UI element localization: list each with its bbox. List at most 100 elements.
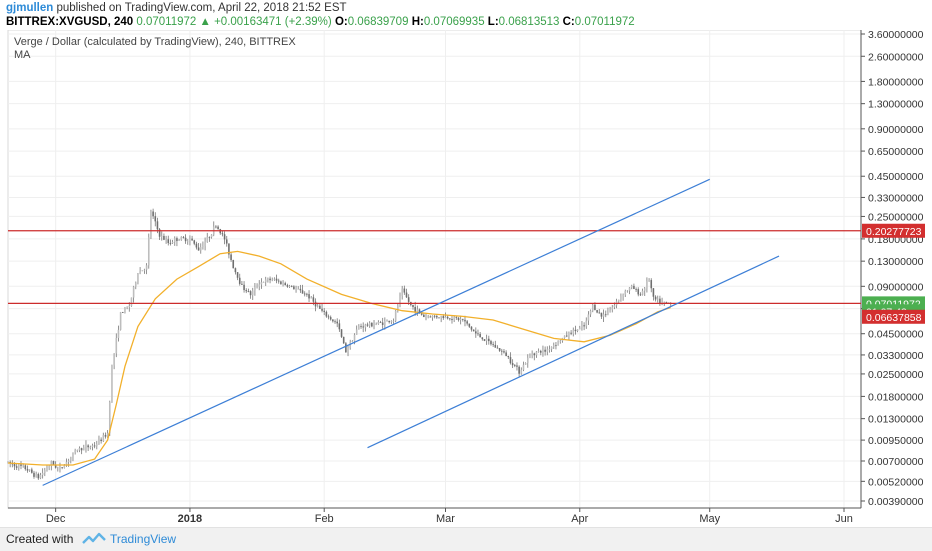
candle-body xyxy=(637,289,640,295)
candle-body xyxy=(550,346,553,350)
candle-body xyxy=(18,464,20,468)
candle-body xyxy=(498,348,501,351)
candle-body xyxy=(535,351,538,356)
candle-body xyxy=(59,467,61,469)
candle-body xyxy=(442,316,445,319)
candle-body xyxy=(425,316,427,318)
candle-body xyxy=(392,320,395,322)
candle-body xyxy=(351,341,354,342)
candle-body xyxy=(555,345,557,347)
candle-body xyxy=(589,310,592,315)
candle-body xyxy=(570,332,572,334)
y-tick-label: 0.01300000 xyxy=(868,414,924,426)
candle-body xyxy=(379,322,382,323)
candle-body xyxy=(262,282,265,283)
candle-body xyxy=(453,317,455,320)
candle-body xyxy=(184,237,187,242)
chart-header: gjmullen published on TradingView.com, A… xyxy=(0,0,932,30)
candle-body xyxy=(650,280,653,289)
candle-body xyxy=(617,299,620,302)
candle-body xyxy=(648,280,650,281)
candle-body xyxy=(427,316,429,318)
candle-body xyxy=(26,469,29,471)
candle-body xyxy=(479,334,481,338)
candle-body xyxy=(28,469,31,471)
candle-body xyxy=(472,329,475,332)
candle-body xyxy=(423,314,425,318)
footer-bar: Created with TradingView xyxy=(0,527,932,551)
chart-area[interactable]: 3.60000000 2.60000000 1.80000000 1.30000000… xyxy=(6,30,926,525)
ma-indicator-label[interactable]: MA xyxy=(14,49,31,61)
candle-body xyxy=(639,294,642,296)
close-value: 0.07011972 xyxy=(574,16,635,28)
candle-body xyxy=(537,350,540,352)
candle-body xyxy=(104,435,107,437)
candle-body xyxy=(106,433,109,437)
candle-body xyxy=(119,312,122,330)
candle-body xyxy=(50,461,53,467)
candle-body xyxy=(438,317,440,319)
price-chart[interactable]: 3.60000000 2.60000000 1.80000000 1.30000000… xyxy=(6,30,926,525)
candle-body xyxy=(362,326,364,328)
candle-body xyxy=(548,349,551,351)
candle-body xyxy=(167,239,170,244)
tradingview-brand-link[interactable]: TradingView xyxy=(110,532,177,546)
candle-body xyxy=(46,468,48,471)
candle-body xyxy=(462,318,464,320)
candle-body xyxy=(659,298,661,304)
candle-body xyxy=(225,239,228,244)
candle-body xyxy=(290,285,293,287)
candle-body xyxy=(591,304,594,311)
candle-body xyxy=(189,238,191,241)
candle-body xyxy=(609,309,611,313)
candle-body xyxy=(630,285,633,288)
candle-body xyxy=(7,461,9,463)
candle-body xyxy=(641,290,644,295)
candle-body xyxy=(249,291,252,296)
candle-body xyxy=(85,445,87,448)
candle-body xyxy=(169,243,172,244)
candle-body xyxy=(563,335,566,339)
candle-body xyxy=(546,349,549,352)
candle-body xyxy=(342,336,345,344)
candle-body xyxy=(440,316,442,318)
candle-body xyxy=(496,347,499,349)
change-arrow-icon: ▲ xyxy=(199,16,211,28)
candle-body xyxy=(76,450,79,452)
candle-body xyxy=(464,319,466,322)
candle-body xyxy=(600,312,603,317)
candle-body xyxy=(581,325,583,328)
y-tick-label: 0.90000000 xyxy=(868,124,924,136)
candle-body xyxy=(355,329,358,335)
candle-body xyxy=(141,270,144,272)
candle-body xyxy=(145,265,148,270)
candle-body xyxy=(622,294,624,297)
candle-body xyxy=(130,297,133,306)
candle-body xyxy=(288,285,291,287)
candle-body xyxy=(665,301,668,303)
candle-body xyxy=(37,473,40,479)
candle-body xyxy=(74,450,76,453)
candle-body xyxy=(416,309,419,312)
candle-body xyxy=(628,287,631,291)
candle-body xyxy=(656,298,659,300)
open-label: O: xyxy=(334,16,348,28)
candle-body xyxy=(529,355,531,358)
candle-body xyxy=(492,344,494,346)
candle-body xyxy=(323,310,326,312)
candle-body xyxy=(247,291,250,292)
candle-body xyxy=(451,319,453,320)
candle-body xyxy=(604,314,607,316)
author-link[interactable]: gjmullen xyxy=(6,2,54,14)
candle-body xyxy=(236,272,239,278)
candle-body xyxy=(455,317,458,318)
candle-body xyxy=(41,472,44,475)
candle-body xyxy=(139,271,141,274)
y-tick-label: 0.00390000 xyxy=(868,496,924,508)
high-value: 0.07069935 xyxy=(423,16,485,28)
candle-body xyxy=(633,285,635,290)
candle-body xyxy=(269,278,271,281)
y-tick-label: 0.03300000 xyxy=(868,350,924,362)
candle-body xyxy=(613,305,616,308)
candle-body xyxy=(314,301,317,307)
